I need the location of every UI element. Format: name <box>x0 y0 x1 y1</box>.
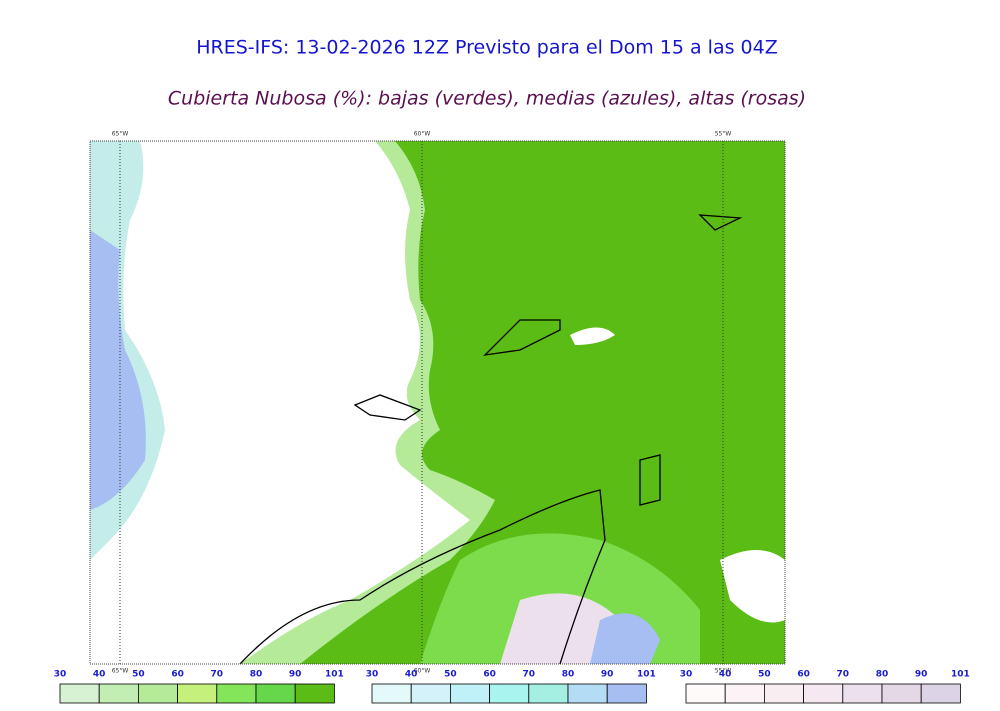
legend-tick: 50 <box>758 670 771 680</box>
legend-tick: 80 <box>876 670 889 680</box>
legend-tick: 50 <box>132 670 145 680</box>
legend-swatch <box>685 683 726 704</box>
legend-swatch <box>764 683 805 704</box>
meridian-lines <box>119 141 724 664</box>
legend-tick: 60 <box>797 670 810 680</box>
map-frame <box>89 140 786 665</box>
legend-swatch <box>294 683 335 704</box>
meridian-label: 55°W <box>715 131 732 138</box>
clear-area <box>570 327 615 345</box>
legend-tick: 40 <box>405 670 418 680</box>
legend-swatch <box>449 683 490 704</box>
map <box>89 140 786 665</box>
legend-swatch <box>137 683 178 704</box>
legend-swatch <box>567 683 608 704</box>
legend-swatch <box>371 683 412 704</box>
legend-tick: 90 <box>289 670 302 680</box>
coastline <box>353 214 743 506</box>
meridian-label: 65°W <box>112 668 129 675</box>
legend-tick: 90 <box>601 670 614 680</box>
cloud-area <box>90 230 146 510</box>
meridian-label: 55°W <box>715 668 732 675</box>
cloud-area <box>300 141 785 664</box>
legend-tick: 101 <box>325 670 344 680</box>
legend-swatch <box>59 683 100 704</box>
legend-tick: 30 <box>54 670 67 680</box>
legend-tick: 70 <box>211 670 224 680</box>
legend-tick: 80 <box>250 670 263 680</box>
legend-swatch <box>177 683 218 704</box>
legend-tick: 60 <box>171 670 184 680</box>
legend-tick: 50 <box>444 670 457 680</box>
legend-tick: 30 <box>366 670 379 680</box>
legend-tick: 80 <box>562 670 575 680</box>
legend-swatch <box>724 683 765 704</box>
legend-swatch <box>842 683 883 704</box>
title: HRES-IFS: 13-02-2026 12Z Previsto para e… <box>196 37 778 59</box>
meridian-label: 60°W <box>414 668 431 675</box>
legend-tick: 60 <box>483 670 496 680</box>
legend-swatch <box>881 683 922 704</box>
legend-swatch <box>528 683 569 704</box>
legend-tick: 30 <box>680 670 693 680</box>
clear-area <box>720 550 785 623</box>
legend-tick: 90 <box>915 670 928 680</box>
meridian-label: 60°W <box>414 131 431 138</box>
legend-tick: 40 <box>719 670 732 680</box>
coastline <box>239 489 606 665</box>
legend-swatch <box>489 683 530 704</box>
meridian-label: 65°W <box>112 131 129 138</box>
legend-swatch <box>98 683 139 704</box>
legend-swatch <box>410 683 451 704</box>
legend-tick: 101 <box>637 670 656 680</box>
cloud-area <box>590 613 660 664</box>
legend-tick: 40 <box>93 670 106 680</box>
legend-swatch <box>803 683 844 704</box>
legend-tick: 70 <box>523 670 536 680</box>
legend-swatch <box>920 683 961 704</box>
legend-swatch <box>255 683 296 704</box>
legend-tick: 70 <box>837 670 850 680</box>
legend-swatch <box>606 683 647 704</box>
subtitle: Cubierta Nubosa (%): bajas (verdes), med… <box>168 88 806 110</box>
legend-swatch <box>216 683 257 704</box>
legend-tick: 101 <box>951 670 970 680</box>
